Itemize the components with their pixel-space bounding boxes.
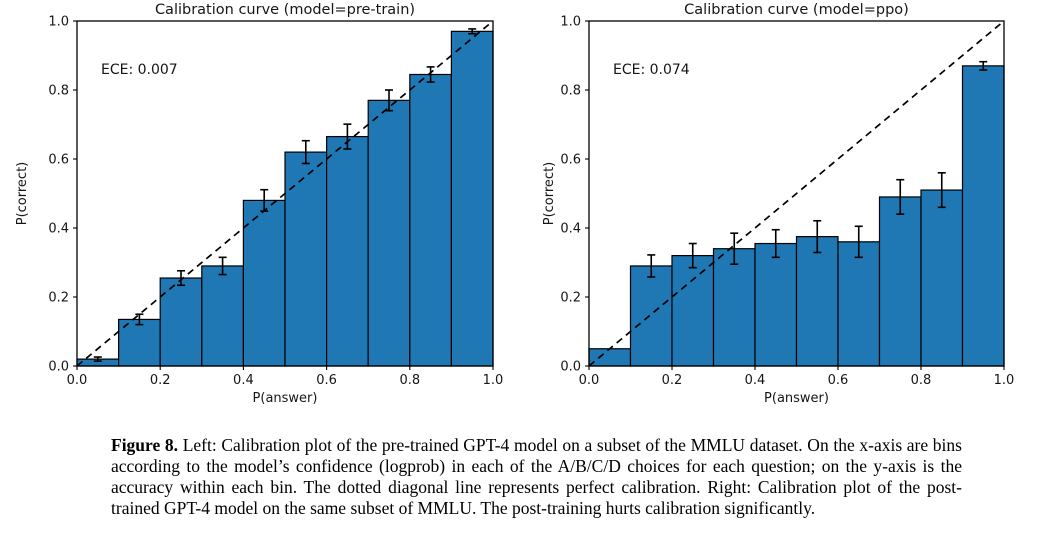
x-tick-label: 0.6 — [316, 373, 337, 388]
perfect-calibration-line — [588, 20, 1005, 367]
x-tick-label: 1.0 — [483, 373, 504, 388]
histogram-bar — [450, 30, 494, 367]
x-axis-label: P(answer) — [253, 391, 318, 406]
histogram-bar — [159, 277, 203, 367]
histogram-bar — [920, 189, 964, 367]
histogram-bar — [201, 265, 245, 367]
charts-row: 0.0 0.2 0.4 0.6 0.8 1.0 0.0 0.2 0.4 0.6 0.8 1.0 Cali… — [15, 2, 1015, 406]
histogram-bar — [878, 196, 922, 367]
perfect-calibration-line — [76, 20, 494, 367]
y-tick-label: 0.8 — [48, 84, 69, 99]
x-tick-label: 0.0 — [579, 373, 600, 388]
x-tick-label: 0.2 — [150, 373, 171, 388]
y-axis-label: P(correct) — [542, 162, 557, 226]
x-tick-label: 0.8 — [399, 373, 420, 388]
histogram-bar — [409, 73, 452, 367]
histogram-bar — [961, 65, 1005, 367]
histogram-bar — [242, 199, 286, 367]
x-tick-label: 0.2 — [662, 373, 683, 388]
x-tick-label: 1.0 — [994, 373, 1015, 388]
histogram-bar — [754, 242, 798, 367]
y-tick-label: 0.0 — [48, 360, 69, 375]
y-tick-label: 1.0 — [560, 15, 581, 30]
figure-caption-label: Figure 8. — [111, 434, 179, 455]
y-tick-label: 0.4 — [560, 222, 581, 237]
histogram-bar — [326, 135, 369, 367]
histogram-bar — [712, 248, 756, 367]
y-tick-label: 0.8 — [560, 84, 581, 99]
y-axis-label: P(correct) — [15, 162, 30, 226]
x-tick-label: 0.0 — [67, 373, 88, 388]
x-tick-label: 0.8 — [911, 373, 932, 388]
y-tick-label: 1.0 — [48, 15, 69, 30]
ece-annotation: ECE: 0.007 — [101, 62, 178, 78]
histogram-bar — [837, 241, 881, 367]
histogram-bar — [795, 236, 839, 367]
x-axis-label: P(answer) — [764, 391, 829, 406]
histogram-bar — [588, 348, 632, 367]
histogram-bar — [284, 151, 328, 367]
histogram-bar — [367, 99, 411, 367]
chart-title: Calibration curve (model=pre-train) — [155, 2, 415, 18]
plot-frame — [588, 20, 1005, 367]
histogram-bar — [629, 265, 673, 367]
y-tick-label: 0.0 — [560, 360, 581, 375]
histogram-bar — [671, 255, 715, 367]
calibration-chart-ppo: 0.0 0.2 0.4 0.6 0.8 1.0 0.0 0.2 0.4 0.6 0.8 1.0 Cali… — [542, 2, 1015, 406]
y-tick-label: 0.2 — [560, 291, 581, 306]
y-tick-label: 0.2 — [48, 291, 69, 306]
plot-frame — [76, 20, 494, 367]
chart-title: Calibration curve (model=ppo) — [684, 2, 909, 18]
y-tick-label: 0.4 — [48, 222, 69, 237]
ece-annotation: ECE: 0.074 — [613, 62, 690, 78]
x-tick-label: 0.4 — [745, 373, 766, 388]
calibration-chart-pretrain: 0.0 0.2 0.4 0.6 0.8 1.0 0.0 0.2 0.4 0.6 0.8 1.0 Cali… — [15, 2, 504, 406]
y-tick-label: 0.6 — [560, 153, 581, 168]
figure-caption: Figure 8. Left: Calibration plot of the … — [111, 435, 962, 519]
y-tick-label: 0.6 — [48, 153, 69, 168]
x-tick-label: 0.4 — [233, 373, 254, 388]
x-tick-label: 0.6 — [828, 373, 849, 388]
figure-caption-text: Left: Calibration plot of the pre-traine… — [111, 434, 962, 518]
